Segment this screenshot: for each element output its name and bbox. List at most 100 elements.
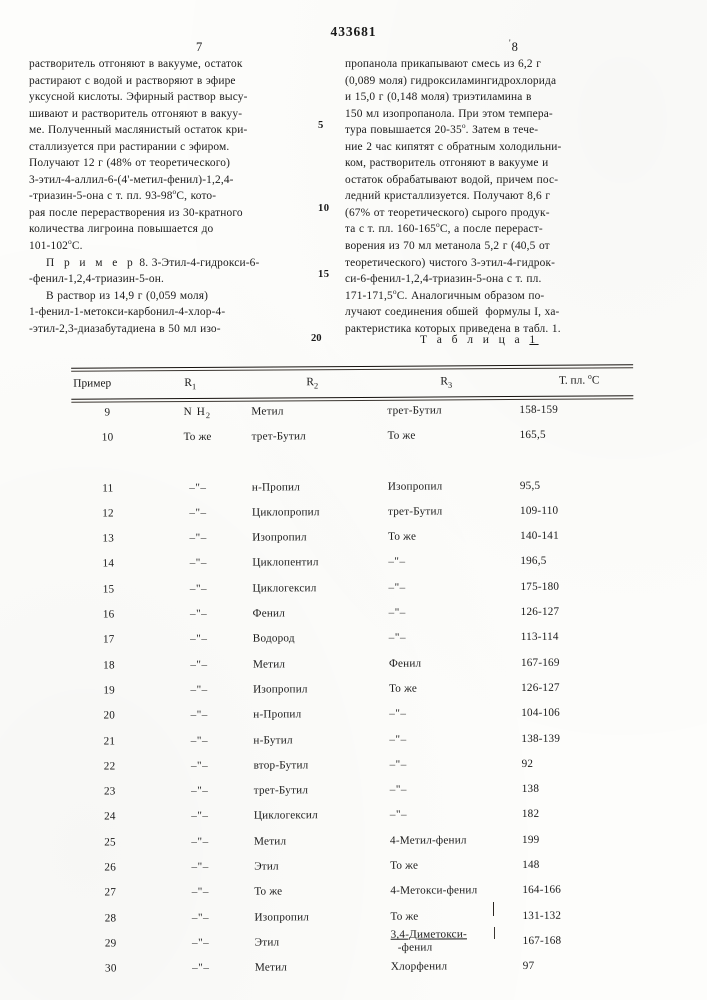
table-row: 11–"–н-ПропилИзопропил95,5	[72, 472, 634, 501]
table-row: 16–"–Фенил–"–126-127	[73, 599, 635, 628]
cell-r1: –"–	[145, 677, 253, 703]
cell-melting-point: 126-127	[521, 599, 635, 625]
cell-r1: –"–	[144, 576, 252, 602]
scan-artifact-mark-2	[494, 927, 495, 939]
header-r1-subscript: 1	[192, 382, 196, 391]
cell-r2: н-Пропил	[253, 701, 389, 727]
body-column-right: пропанола прикапывают смесь из 6,2 г (0,…	[345, 56, 608, 337]
table-row: 20–"–н-Пропил–"–104-106	[73, 700, 635, 729]
cell-r1: –"–	[145, 652, 253, 678]
cell-example: 9	[71, 399, 143, 425]
cell-r2: Изопропил	[254, 904, 390, 930]
table-row: 26–"–ЭтилТо же148	[74, 852, 636, 881]
header-r3-subscript: 3	[448, 381, 452, 390]
table-row: 13–"–ИзопропилТо же140-141	[72, 523, 634, 552]
cell-r1: –"–	[144, 550, 252, 576]
header-r2-letter: R	[306, 376, 314, 388]
cell-r1: То же	[143, 424, 251, 450]
cell-r2: трет-Бутил	[251, 423, 387, 449]
results-table: Пример R1 R2 R3 Т. пл. oС 9N H2Метилтрет…	[71, 364, 637, 981]
cell-r3: То же	[390, 852, 522, 878]
header-r3-letter: R	[440, 375, 448, 387]
cell-r2: Метил	[253, 651, 389, 677]
table-body: 9N H2Метилтрет-Бутил158-15910То жетрет-Б…	[71, 396, 637, 981]
cell-example: 26	[74, 855, 146, 881]
cell-r3: Изопропил	[388, 473, 520, 499]
cell-melting-point: 140-141	[520, 523, 634, 549]
cell-r2: втор-Бутил	[253, 752, 389, 778]
cell-r3: 4-Метокси-фенил	[390, 878, 522, 904]
cell-r2: Изопропил	[252, 524, 388, 550]
header-r1: R1	[143, 368, 251, 399]
cell-melting-point: 92	[521, 750, 635, 776]
cell-r3: 4-Метил-фенил	[390, 827, 522, 853]
table-row: 14–"–Циклопентил–"–196,5	[72, 548, 634, 577]
cell-r3: –"–	[390, 802, 522, 828]
cell-r3: То же	[388, 523, 520, 549]
cell-r1: –"–	[144, 525, 252, 551]
table-row: 24–"–Циклогексил–"–182	[74, 801, 636, 830]
cell-example: 27	[74, 880, 146, 906]
cell-r1: –"–	[147, 930, 255, 956]
line-marker-15: 15	[318, 269, 329, 280]
cell-melting-point: 196,5	[520, 548, 634, 574]
cell-melting-point: 165,5	[519, 422, 633, 448]
cell-r2: н-Пропил	[252, 474, 388, 500]
cell-example: 11	[72, 475, 144, 501]
cell-melting-point: 199	[522, 826, 636, 852]
table-caption: Т а б л и ц а 1	[420, 333, 539, 346]
cell-melting-point: 97	[523, 953, 637, 979]
table-row: 17–"–Водород–"–113-114	[73, 624, 635, 653]
cell-r1: –"–	[146, 854, 254, 880]
cell-r1: –"–	[145, 702, 253, 728]
cell-r2: Циклогексил	[254, 803, 390, 829]
cell-example: 17	[73, 627, 145, 653]
cell-r3: То же	[390, 903, 522, 929]
cell-melting-point: 126-127	[521, 675, 635, 701]
cell-r3: Фенил	[389, 650, 521, 676]
cell-r2: Фенил	[253, 600, 389, 626]
cell-melting-point: 104-106	[521, 700, 635, 726]
cell-r1: –"–	[144, 475, 252, 501]
cell-melting-point: 138-139	[521, 725, 635, 751]
column-number-right: 8	[510, 40, 518, 55]
table-row: 15–"–Циклогексил–"–175-180	[72, 573, 634, 602]
cell-r2: трет-Бутил	[254, 777, 390, 803]
table-row: 19–"–ИзопропилТо же126-127	[73, 675, 635, 704]
cell-example: 23	[74, 779, 146, 805]
cell-example: 19	[73, 678, 145, 704]
table-caption-text: Т а б л и ц а	[420, 333, 523, 346]
cell-r1: –"–	[145, 626, 253, 652]
table-row: 22–"–втор-Бутил–"–92	[73, 750, 635, 779]
cell-example: 20	[73, 703, 145, 729]
cell-r2: Этил	[255, 929, 391, 955]
right-column-paragraph: пропанола прикапывают смесь из 6,2 г (0,…	[345, 58, 561, 335]
cell-r2: Циклогексил	[252, 575, 388, 601]
cell-melting-point: 182	[522, 801, 636, 827]
line-marker-5: 5	[318, 120, 324, 131]
cell-example: 28	[74, 905, 146, 931]
cell-r3: Хлорфенил	[391, 954, 523, 980]
header-example: Пример	[71, 368, 143, 398]
cell-r3: –"–	[390, 776, 522, 802]
cell-melting-point: 164-166	[522, 877, 636, 903]
cell-r1: –"–	[146, 905, 254, 931]
header-r2-subscript: 2	[314, 381, 318, 390]
column-number-left: 7	[196, 40, 202, 55]
left-column-paragraph: растворитель отгоняют в вакууме, остаток…	[29, 58, 248, 252]
cell-r2: н-Бутил	[253, 727, 389, 753]
example-label: П р и м е р	[46, 257, 136, 269]
patent-number: 433681	[0, 24, 707, 40]
cell-melting-point: 113-114	[521, 624, 635, 650]
cell-example: 18	[73, 652, 145, 678]
cell-example: 16	[73, 602, 145, 628]
cell-r2: Водород	[253, 625, 389, 651]
cell-r3: –"–	[389, 701, 521, 727]
table-spacer-row	[72, 447, 634, 476]
cell-melting-point: 131-132	[522, 902, 636, 928]
cell-example: 12	[72, 500, 144, 526]
cell-r2: Метил	[254, 828, 390, 854]
cell-r1: –"–	[145, 727, 253, 753]
cell-example: 13	[72, 526, 144, 552]
header-r3: R3	[387, 366, 519, 397]
